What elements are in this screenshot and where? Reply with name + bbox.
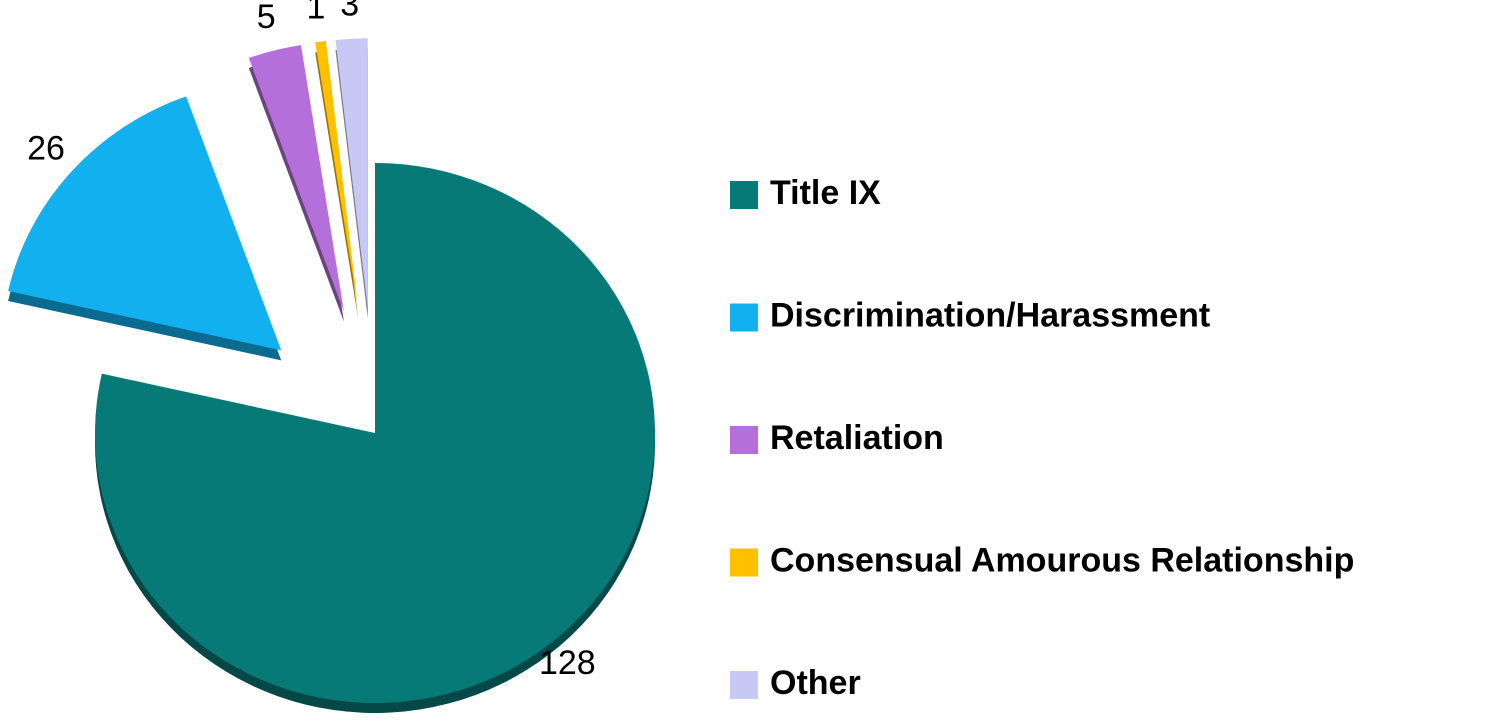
data-label: 5 xyxy=(257,0,276,36)
pie xyxy=(8,38,655,714)
legend-label: Discrimination/Harassment xyxy=(770,296,1210,334)
legend-label: Retaliation xyxy=(770,419,944,457)
slice xyxy=(94,163,655,703)
slice xyxy=(248,45,345,312)
legend-swatch xyxy=(730,548,758,577)
slice-side xyxy=(248,55,345,322)
data-label: 3 xyxy=(340,0,359,23)
legend-swatch xyxy=(730,671,758,699)
legend-swatch xyxy=(730,181,758,209)
slice xyxy=(335,38,368,309)
legend-label: Consensual Amourous Relationship xyxy=(770,541,1354,579)
slice xyxy=(315,40,359,310)
slice xyxy=(8,96,282,351)
data-label: 128 xyxy=(539,644,596,682)
data-label: 1 xyxy=(307,0,326,26)
slice-side xyxy=(315,50,359,320)
legend-label: Other xyxy=(770,664,861,702)
legend-label: Title IX xyxy=(770,174,881,212)
legend-swatch xyxy=(730,426,758,454)
data-label: 26 xyxy=(27,129,65,167)
legend: Title IX Discrimination/Harassment Retalia… xyxy=(730,174,1354,702)
legend-swatch xyxy=(730,303,758,332)
data-labels: 128 26 5 1 3 xyxy=(27,0,596,682)
